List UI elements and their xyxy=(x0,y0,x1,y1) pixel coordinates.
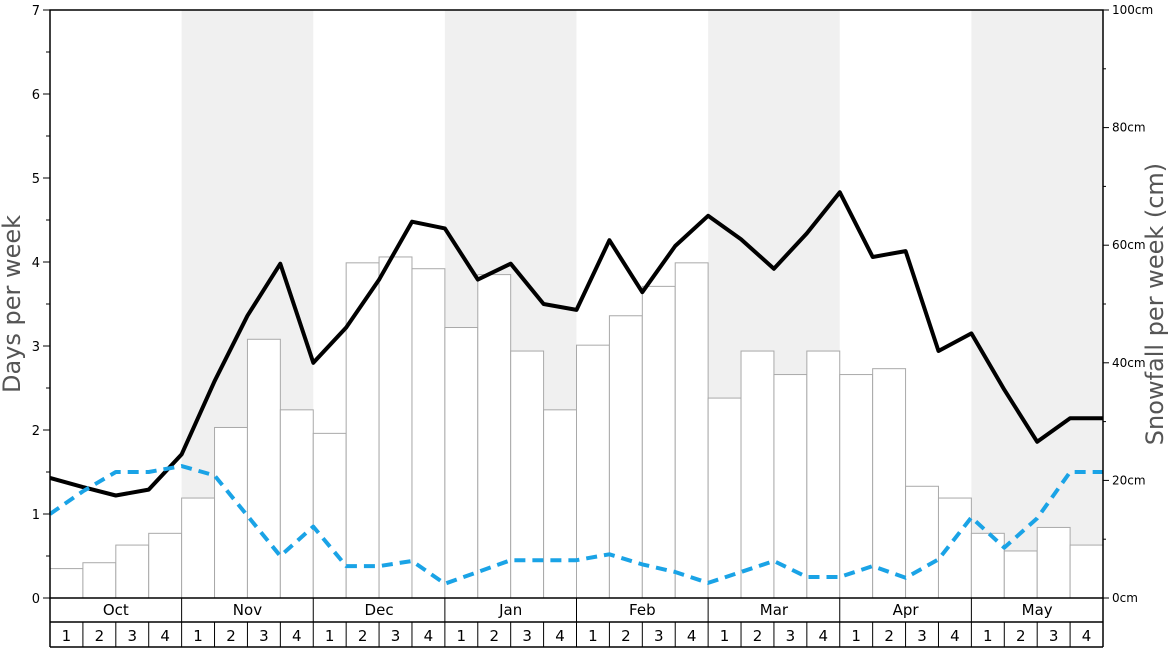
week-label: 2 xyxy=(358,627,368,645)
month-label-nov: Nov xyxy=(233,601,262,619)
week-label: 1 xyxy=(983,627,993,645)
right-tick-label: 100cm xyxy=(1112,3,1153,17)
week-label: 1 xyxy=(720,627,730,645)
week-label: 3 xyxy=(391,627,401,645)
month-label-mar: Mar xyxy=(760,601,789,619)
snowfall-bar xyxy=(477,274,512,599)
month-label-apr: Apr xyxy=(893,601,920,619)
snowfall-bar xyxy=(181,497,216,599)
snowfall-bar xyxy=(444,327,479,599)
left-tick-label: 3 xyxy=(32,340,40,355)
right-axis: 0cm 20cm 40cm 60cm 80cm 100cm xyxy=(1103,3,1153,605)
snowfall-bar xyxy=(740,350,775,599)
month-label-may: May xyxy=(1022,601,1053,619)
snowfall-bars xyxy=(49,256,1104,599)
left-tick-label: 7 xyxy=(32,4,40,19)
week-label: 4 xyxy=(950,627,960,645)
snowfall-bar xyxy=(839,374,874,599)
snowfall-bar xyxy=(806,350,841,599)
week-label: 2 xyxy=(753,627,763,645)
week-label: 4 xyxy=(424,627,434,645)
month-week-axis: Oct Nov Dec Jan Feb Mar Apr May 1 2 3 4 1 2 3 4 1 2 3 4 1 2 3 4… xyxy=(49,598,1104,648)
month-label-oct: Oct xyxy=(103,601,129,619)
snowfall-bar xyxy=(411,268,446,599)
week-label: 1 xyxy=(325,627,335,645)
snowfall-bar xyxy=(115,544,150,599)
right-tick-label: 40cm xyxy=(1112,356,1146,370)
snowfall-bar xyxy=(49,568,84,599)
week-label: 4 xyxy=(555,627,565,645)
week-label: 2 xyxy=(1016,627,1026,645)
snowfall-bar xyxy=(608,315,643,599)
week-label: 2 xyxy=(95,627,105,645)
snowfall-bar xyxy=(970,532,1005,599)
week-label: 2 xyxy=(621,627,631,645)
month-label-dec: Dec xyxy=(365,601,394,619)
right-tick-label: 0cm xyxy=(1112,591,1138,605)
snowfall-bar xyxy=(905,485,939,599)
snowfall-bar xyxy=(312,432,347,599)
week-label: 1 xyxy=(457,627,467,645)
snowfall-bar xyxy=(82,562,117,599)
right-tick-label: 20cm xyxy=(1112,473,1146,487)
week-label: 3 xyxy=(127,627,137,645)
right-axis-title: Snowfall per week (cm) xyxy=(1141,163,1168,445)
snowfall-bar xyxy=(246,338,281,599)
left-tick-label: 6 xyxy=(32,88,40,103)
week-label: 3 xyxy=(259,627,269,645)
month-label-feb: Feb xyxy=(629,601,656,619)
left-axis-title: Days per week xyxy=(0,215,26,393)
right-tick-label: 60cm xyxy=(1112,238,1146,252)
snowfall-bar xyxy=(641,285,676,599)
snowfall-bar xyxy=(543,409,577,599)
solid-black-line xyxy=(49,190,1103,498)
week-label: 2 xyxy=(489,627,499,645)
left-tick-label: 1 xyxy=(32,508,40,523)
week-label: 1 xyxy=(588,627,598,645)
left-tick-label: 2 xyxy=(32,424,40,439)
snowfall-bar xyxy=(1036,526,1071,599)
month-label-jan: Jan xyxy=(498,601,522,619)
left-axis: 0 1 2 3 4 5 6 7 xyxy=(32,4,50,607)
week-label: 3 xyxy=(1049,627,1059,645)
snowfall-bar xyxy=(1003,550,1038,599)
week-label: 4 xyxy=(1082,627,1092,645)
right-tick-label: 80cm xyxy=(1112,121,1146,135)
snowfall-bar xyxy=(148,532,183,599)
snowfall-bar xyxy=(279,409,314,599)
left-tick-label: 4 xyxy=(32,256,40,271)
week-label: 1 xyxy=(193,627,203,645)
snowfall-bar xyxy=(872,368,907,599)
snowfall-bar xyxy=(674,262,709,599)
week-label: 4 xyxy=(160,627,170,645)
week-label: 3 xyxy=(654,627,664,645)
snowfall-bar xyxy=(378,256,413,599)
month-band-may xyxy=(971,10,1103,598)
snowfall-bar xyxy=(707,397,742,599)
week-label: 4 xyxy=(687,627,697,645)
week-label: 2 xyxy=(884,627,894,645)
snowfall-bar xyxy=(937,497,972,599)
week-label: 4 xyxy=(292,627,302,645)
left-tick-label: 0 xyxy=(32,592,40,607)
week-label: 3 xyxy=(786,627,796,645)
week-label: 1 xyxy=(851,627,861,645)
left-tick-label: 5 xyxy=(32,172,40,187)
week-label: 4 xyxy=(819,627,829,645)
week-label: 3 xyxy=(522,627,532,645)
snowfall-bar xyxy=(576,344,610,599)
week-label: 1 xyxy=(62,627,72,645)
snowfall-bar xyxy=(1069,544,1104,599)
week-label: 3 xyxy=(917,627,927,645)
chart-lines xyxy=(48,190,1103,586)
week-label: 2 xyxy=(226,627,236,645)
snowfall-bar xyxy=(345,262,380,599)
dashed-blue-line xyxy=(48,464,1103,586)
